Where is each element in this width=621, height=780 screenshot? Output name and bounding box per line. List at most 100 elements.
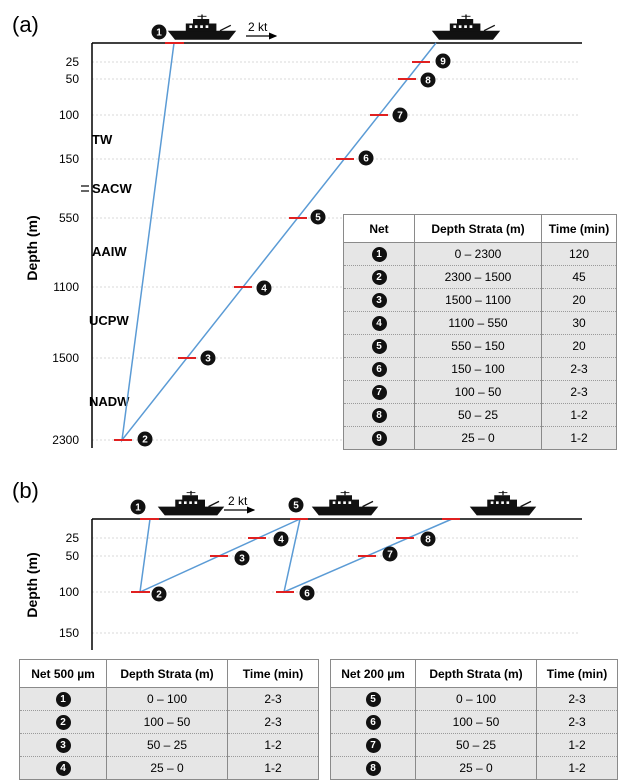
depth-strata-cell: 25 – 0 [415, 756, 537, 780]
time-cell: 45 [541, 265, 617, 289]
table-row: 1 0 – 100 2-3 [19, 687, 319, 711]
table-header-row: Net Depth Strata (m) Time (min) [343, 214, 617, 243]
net-marker-circle [420, 531, 436, 547]
time-cell: 2-3 [536, 687, 618, 711]
net-number: 8 [425, 76, 431, 87]
column-header: Depth Strata (m) [414, 214, 542, 243]
net-number-badge: 8 [365, 761, 381, 776]
net-number-badge: 3 [55, 738, 71, 753]
net-number: 6 [304, 589, 310, 600]
net-number: 7 [387, 550, 393, 561]
depth-strata-cell: 0 – 100 [415, 687, 537, 711]
tick-label: 550 [59, 211, 79, 225]
net-500-table: Net 500 µm Depth Strata (m) Time (min) 1… [19, 659, 319, 780]
net-marker-circle [435, 53, 451, 69]
depth-strata-cell: 550 – 150 [414, 334, 542, 358]
net-number-badge: 6 [371, 362, 387, 377]
net-number: 2 [156, 590, 162, 601]
table-row: 2 100 – 50 2-3 [19, 710, 319, 734]
net-number-badge: 5 [365, 692, 381, 707]
net-number-badge: 5 [371, 339, 387, 354]
ship-icon [157, 490, 225, 517]
table-row: 8 25 – 0 1-2 [330, 756, 618, 780]
net-number-badge: 4 [371, 316, 387, 331]
table-row: 3 1500 – 1100 20 [343, 288, 617, 312]
table-header-row: Net 200 µm Depth Strata (m) Time (min) [330, 659, 618, 688]
net-marker-circle [299, 585, 315, 601]
tick-label: 50 [66, 549, 80, 563]
depth-strata-cell: 100 – 50 [415, 710, 537, 734]
depth-strata-cell: 100 – 50 [106, 710, 228, 734]
net-marker-circle [151, 24, 167, 40]
column-header: Depth Strata (m) [415, 659, 537, 688]
net-number: 4 [278, 535, 284, 546]
ship-icon [167, 14, 237, 41]
water-mass-label: AAIW [92, 244, 127, 259]
net-marker-circle [273, 531, 289, 547]
net-number-badge: 2 [371, 270, 387, 285]
net-number: 9 [440, 57, 446, 68]
table-row: 5 550 – 150 20 [343, 334, 617, 358]
table-row: 6 100 – 50 2-3 [330, 710, 618, 734]
table-row: 9 25 – 0 1-2 [343, 426, 617, 450]
depth-strata-cell: 1100 – 550 [414, 311, 542, 335]
tick-label: 50 [66, 72, 80, 86]
water-mass-label: UCPW [89, 313, 129, 328]
table-row: 1 0 – 2300 120 [343, 242, 617, 266]
time-cell: 120 [541, 242, 617, 266]
tick-label: 100 [59, 585, 79, 599]
net-number: 1 [135, 503, 141, 514]
table-row: 2 2300 – 1500 45 [343, 265, 617, 289]
time-cell: 30 [541, 311, 617, 335]
net-marker-circle [200, 350, 216, 366]
depth-strata-cell: 50 – 25 [414, 403, 542, 427]
time-cell: 1-2 [541, 426, 617, 450]
ship-icon [431, 14, 501, 41]
column-header: Net 200 µm [330, 659, 416, 688]
table-row: 4 25 – 0 1-2 [19, 756, 319, 780]
time-cell: 20 [541, 334, 617, 358]
net-number-badge: 9 [371, 431, 387, 446]
net-number-badge: 1 [55, 692, 71, 707]
table-row: 8 50 – 25 1-2 [343, 403, 617, 427]
time-cell: 1-2 [536, 756, 618, 780]
panel-b-y-axis-title: Depth (m) [24, 552, 40, 617]
tick-label: 2300 [52, 433, 79, 447]
net-number-badge: 7 [371, 385, 387, 400]
depth-strata-cell: 100 – 50 [414, 380, 542, 404]
net-marker-circle [382, 546, 398, 562]
column-header: Time (min) [541, 214, 617, 243]
water-mass-label: TW [92, 132, 113, 147]
net-marker-circle [234, 550, 250, 566]
table-row: 4 1100 – 550 30 [343, 311, 617, 335]
depth-strata-cell: 50 – 25 [106, 733, 228, 757]
net-number: 4 [261, 284, 267, 295]
net-marker-circle [151, 586, 167, 602]
column-header: Time (min) [227, 659, 319, 688]
net-number: 5 [315, 213, 321, 224]
net-number-badge: 2 [55, 715, 71, 730]
net-marker-circle [288, 497, 304, 513]
time-cell: 2-3 [541, 357, 617, 381]
depth-strata-cell: 50 – 25 [415, 733, 537, 757]
panel-a-label: (a) [12, 12, 39, 37]
time-cell: 2-3 [227, 710, 319, 734]
column-header: Time (min) [536, 659, 618, 688]
net-200-table: Net 200 µm Depth Strata (m) Time (min) 5… [330, 659, 618, 780]
column-header: Net 500 µm [19, 659, 107, 688]
net-marker-circle [137, 431, 153, 447]
depth-strata-cell: 25 – 0 [106, 756, 228, 780]
speed-label: 2 kt [248, 20, 268, 34]
depth-strata-cell: 1500 – 1100 [414, 288, 542, 312]
net-number: 5 [293, 501, 299, 512]
time-cell: 2-3 [227, 687, 319, 711]
net-marker-circle [130, 499, 146, 515]
depth-strata-cell: 0 – 100 [106, 687, 228, 711]
table-row: 3 50 – 25 1-2 [19, 733, 319, 757]
time-cell: 1-2 [536, 733, 618, 757]
table-row: 7 50 – 25 1-2 [330, 733, 618, 757]
net-number: 3 [205, 354, 211, 365]
panel-b-label: (b) [12, 478, 39, 503]
net-schedule-table-a: Net Depth Strata (m) Time (min) 1 0 – 230… [343, 214, 617, 450]
net-marker-circle [420, 72, 436, 88]
